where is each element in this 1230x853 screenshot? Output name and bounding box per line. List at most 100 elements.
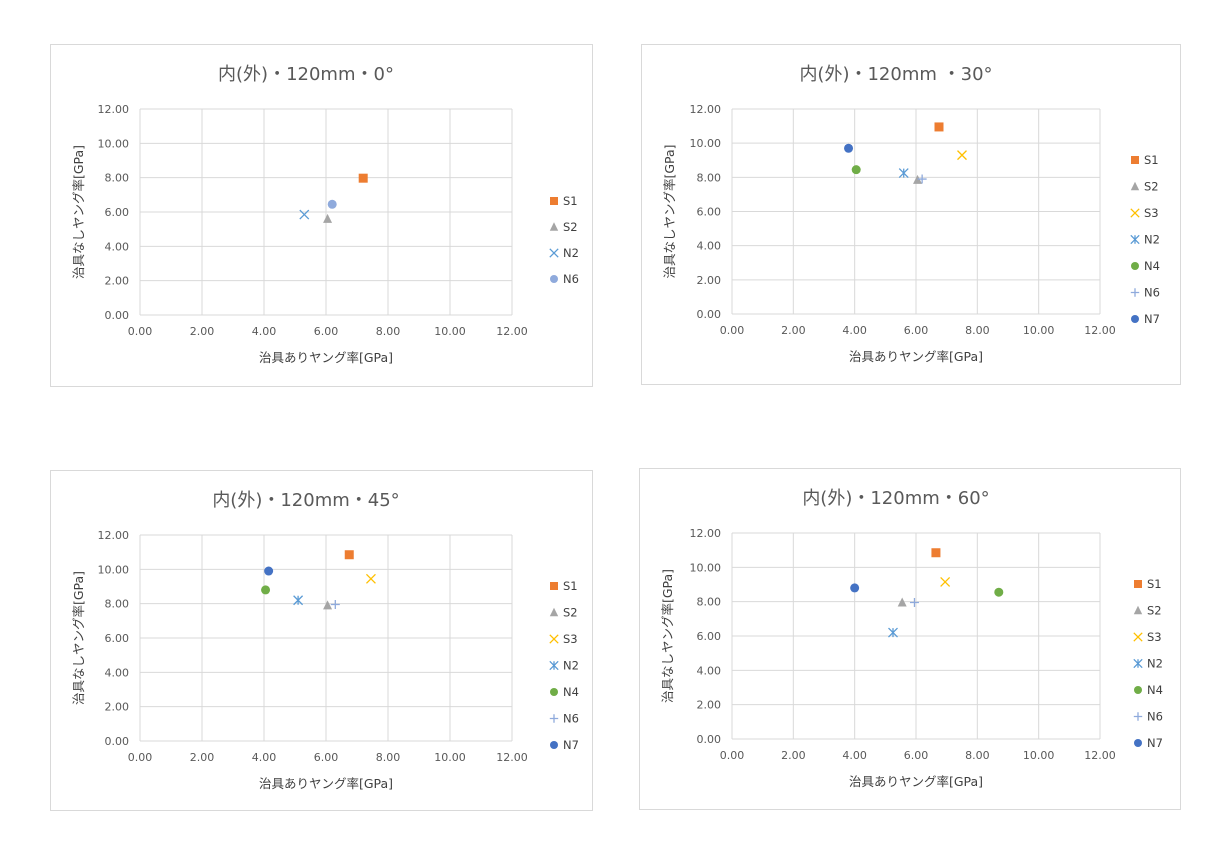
legend-marker-n6 bbox=[1130, 288, 1140, 297]
x-tick-label: 10.00 bbox=[434, 325, 466, 338]
legend-marker-s2 bbox=[549, 222, 559, 231]
data-point-s3 bbox=[957, 150, 967, 161]
legend-marker-n7 bbox=[1134, 739, 1142, 747]
y-tick-label: 4.00 bbox=[105, 240, 130, 253]
data-point-s2 bbox=[913, 174, 923, 184]
legend-label-s3: S3 bbox=[563, 632, 578, 646]
y-tick-label: 10.00 bbox=[98, 137, 130, 150]
y-tick-label: 12.00 bbox=[98, 529, 130, 542]
x-tick-label: 12.00 bbox=[1084, 749, 1116, 762]
legend-label-n2: N2 bbox=[1147, 657, 1163, 671]
data-point-n2 bbox=[898, 168, 909, 179]
legend-marker-n4 bbox=[1131, 262, 1139, 270]
data-point-s3 bbox=[365, 573, 376, 584]
data-point-s2 bbox=[897, 597, 907, 607]
x-tick-label: 8.00 bbox=[965, 324, 990, 337]
data-point-n2 bbox=[299, 209, 310, 220]
x-tick-label: 4.00 bbox=[252, 751, 277, 764]
x-tick-label: 4.00 bbox=[252, 325, 277, 338]
legend-marker-s1 bbox=[550, 582, 558, 590]
y-axis-label: 治具なしヤング率[GPa] bbox=[660, 569, 675, 703]
x-tick-label: 8.00 bbox=[376, 325, 401, 338]
y-tick-label: 2.00 bbox=[697, 699, 722, 712]
y-tick-label: 8.00 bbox=[105, 598, 130, 611]
legend-label-n6: N6 bbox=[1147, 710, 1163, 724]
legend-label-n7: N7 bbox=[563, 738, 579, 752]
data-point-n6 bbox=[327, 199, 337, 209]
y-tick-label: 6.00 bbox=[697, 206, 722, 219]
y-tick-label: 12.00 bbox=[690, 103, 722, 116]
data-point-s1 bbox=[931, 548, 941, 558]
x-tick-label: 2.00 bbox=[781, 749, 806, 762]
x-tick-label: 12.00 bbox=[496, 751, 528, 764]
data-point-n2 bbox=[888, 627, 898, 638]
legend-marker-n7 bbox=[550, 741, 558, 749]
legend-marker-s3 bbox=[1133, 632, 1143, 642]
legend-marker-n2 bbox=[549, 660, 559, 671]
legend-marker-s2 bbox=[1133, 605, 1143, 615]
legend-label-n6: N6 bbox=[563, 712, 579, 726]
chart-title: 内(外)・120mm・45° bbox=[212, 490, 399, 511]
y-tick-label: 12.00 bbox=[690, 527, 722, 540]
legend-label-s3: S3 bbox=[1147, 630, 1162, 644]
legend-marker-n2 bbox=[1130, 234, 1140, 245]
y-tick-label: 4.00 bbox=[697, 664, 722, 677]
y-tick-label: 4.00 bbox=[105, 666, 130, 679]
y-tick-label: 12.00 bbox=[98, 103, 130, 116]
legend-marker-n2 bbox=[549, 248, 559, 258]
data-point-s2 bbox=[323, 213, 333, 223]
x-axis-label: 治具ありヤング率[GPa] bbox=[259, 776, 393, 791]
data-point-s2 bbox=[323, 600, 333, 610]
data-point-s1 bbox=[934, 122, 944, 132]
chart-title: 内(外)・120mm ・30° bbox=[799, 64, 992, 85]
x-tick-label: 12.00 bbox=[1084, 324, 1116, 337]
data-point-s1 bbox=[358, 173, 368, 183]
data-point-n4 bbox=[994, 587, 1004, 597]
x-tick-label: 2.00 bbox=[190, 325, 215, 338]
x-tick-label: 6.00 bbox=[904, 324, 929, 337]
legend-label-n4: N4 bbox=[1147, 683, 1163, 697]
x-tick-label: 4.00 bbox=[842, 324, 867, 337]
x-tick-label: 12.00 bbox=[496, 325, 528, 338]
legend-marker-s1 bbox=[1131, 156, 1139, 164]
legend-label-n2: N2 bbox=[563, 246, 579, 260]
x-tick-label: 10.00 bbox=[1023, 324, 1055, 337]
y-tick-label: 6.00 bbox=[105, 632, 130, 645]
x-tick-label: 6.00 bbox=[314, 751, 339, 764]
x-axis-label: 治具ありヤング率[GPa] bbox=[849, 349, 983, 364]
legend-label-n4: N4 bbox=[1144, 259, 1160, 273]
data-point-n4 bbox=[261, 585, 271, 595]
legend-label-s1: S1 bbox=[563, 194, 578, 208]
y-tick-label: 2.00 bbox=[105, 701, 130, 714]
legend-marker-s1 bbox=[550, 197, 558, 205]
y-axis-label: 治具なしヤング率[GPa] bbox=[662, 144, 677, 278]
y-tick-label: 8.00 bbox=[697, 596, 722, 609]
legend-label-n4: N4 bbox=[563, 685, 579, 699]
y-tick-label: 10.00 bbox=[690, 561, 722, 574]
y-axis-label: 治具なしヤング率[GPa] bbox=[71, 571, 86, 705]
data-point-n7 bbox=[264, 566, 274, 576]
data-point-n2 bbox=[293, 595, 304, 606]
y-tick-label: 6.00 bbox=[105, 206, 130, 219]
legend-label-s2: S2 bbox=[1144, 180, 1159, 194]
legend-marker-n6 bbox=[549, 714, 559, 723]
y-tick-label: 6.00 bbox=[697, 630, 722, 643]
chart-svg: 内(外)・120mm・45° 0.00 0.00 2.00 2.00 4.00 4.00 6.… bbox=[71, 490, 579, 791]
legend-label-s3: S3 bbox=[1144, 206, 1159, 220]
y-tick-label: 0.00 bbox=[105, 309, 130, 322]
chart-panel-0deg: 内(外)・120mm・0° 0.00 0.00 2.00 2.00 4.00 4.00 6.0… bbox=[50, 44, 593, 387]
chart-title: 内(外)・120mm・60° bbox=[802, 488, 989, 509]
y-tick-label: 10.00 bbox=[690, 137, 722, 150]
y-tick-label: 2.00 bbox=[105, 275, 130, 288]
data-point-n7 bbox=[850, 583, 860, 593]
y-tick-label: 0.00 bbox=[105, 735, 130, 748]
x-tick-label: 8.00 bbox=[965, 749, 990, 762]
data-point-s3 bbox=[940, 576, 951, 587]
x-tick-label: 10.00 bbox=[1023, 749, 1055, 762]
chart-panel-60deg: 内(外)・120mm・60° 0.00 0.00 2.00 2.00 4.00 4.00 6.… bbox=[639, 468, 1181, 810]
x-tick-label: 2.00 bbox=[190, 751, 215, 764]
y-axis-label: 治具なしヤング率[GPa] bbox=[71, 145, 86, 279]
y-tick-label: 0.00 bbox=[697, 308, 722, 321]
chart-panel-45deg: 内(外)・120mm・45° 0.00 0.00 2.00 2.00 4.00 4.00 6.… bbox=[50, 470, 593, 811]
x-tick-label: 6.00 bbox=[904, 749, 929, 762]
